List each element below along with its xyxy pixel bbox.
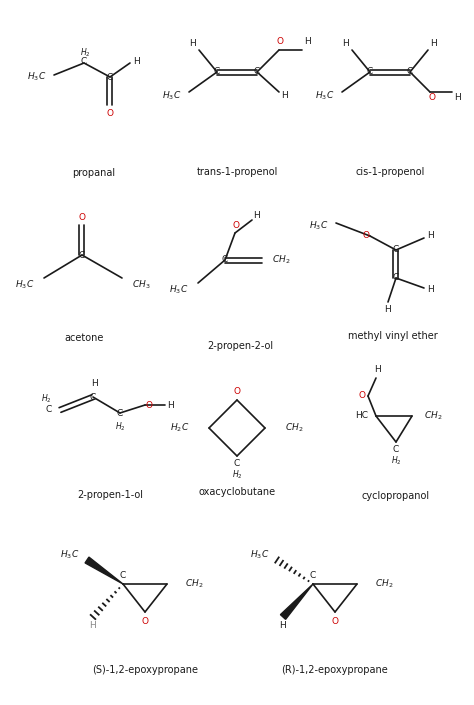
Text: H: H xyxy=(305,37,311,47)
Text: $H_2C$: $H_2C$ xyxy=(170,422,189,434)
Text: C: C xyxy=(393,245,399,255)
Text: cyclopropanol: cyclopropanol xyxy=(362,491,430,501)
Text: C: C xyxy=(367,68,373,77)
Text: (R)-1,2-epoxypropane: (R)-1,2-epoxypropane xyxy=(282,665,388,675)
Text: H: H xyxy=(91,379,99,388)
Text: H: H xyxy=(190,39,196,49)
Text: H: H xyxy=(430,39,438,49)
Text: O: O xyxy=(359,391,366,400)
Text: $CH_2$: $CH_2$ xyxy=(272,254,291,266)
Text: $H_2$: $H_2$ xyxy=(80,47,91,59)
Text: H: H xyxy=(455,92,461,102)
Text: cis-1-propenol: cis-1-propenol xyxy=(356,167,425,177)
Text: $CH_3$: $CH_3$ xyxy=(132,278,151,291)
Text: C: C xyxy=(79,250,85,259)
Text: (S)-1,2-epoxypropane: (S)-1,2-epoxypropane xyxy=(92,665,198,675)
Text: C: C xyxy=(117,408,123,417)
Text: $H_2$: $H_2$ xyxy=(391,455,401,467)
Text: propanal: propanal xyxy=(73,168,116,178)
Text: O: O xyxy=(234,388,240,396)
Text: O: O xyxy=(146,400,153,410)
Text: O: O xyxy=(363,231,370,240)
Text: O: O xyxy=(276,37,283,47)
Polygon shape xyxy=(281,584,313,620)
Text: acetone: acetone xyxy=(64,333,104,343)
Text: H: H xyxy=(90,622,96,630)
Text: 2-propen-2-ol: 2-propen-2-ol xyxy=(207,341,273,351)
Text: O: O xyxy=(79,212,85,221)
Text: C: C xyxy=(90,393,96,402)
Text: HC: HC xyxy=(355,412,368,420)
Text: H: H xyxy=(134,56,140,66)
Text: C: C xyxy=(407,68,413,77)
Text: C: C xyxy=(214,68,220,77)
Text: $H_3C$: $H_3C$ xyxy=(169,283,188,296)
Text: H: H xyxy=(168,400,174,410)
Text: H: H xyxy=(384,305,392,314)
Text: $H_3C$: $H_3C$ xyxy=(309,220,328,232)
Text: C: C xyxy=(120,570,126,580)
Text: O: O xyxy=(142,618,148,627)
Text: O: O xyxy=(233,221,239,231)
Text: 2-propen-1-ol: 2-propen-1-ol xyxy=(77,490,143,500)
Text: H: H xyxy=(282,92,288,101)
Text: $H_2$: $H_2$ xyxy=(41,393,51,405)
Text: $H_3C$: $H_3C$ xyxy=(315,90,334,102)
Text: methyl vinyl ether: methyl vinyl ether xyxy=(348,331,438,341)
Text: H: H xyxy=(428,231,434,240)
Text: H: H xyxy=(374,365,382,374)
Text: C: C xyxy=(393,274,399,283)
Text: $CH_2$: $CH_2$ xyxy=(285,422,303,434)
Text: $H_3C$: $H_3C$ xyxy=(60,548,79,561)
Text: $H_3C$: $H_3C$ xyxy=(27,70,46,83)
Text: H: H xyxy=(428,286,434,295)
Text: C: C xyxy=(222,255,228,264)
Text: O: O xyxy=(331,618,338,627)
Text: H: H xyxy=(343,39,349,49)
Text: O: O xyxy=(107,109,113,118)
Text: H: H xyxy=(254,212,260,221)
Text: $H_3C$: $H_3C$ xyxy=(162,90,181,102)
Text: $H_3C$: $H_3C$ xyxy=(15,278,34,291)
Text: O: O xyxy=(428,92,436,102)
Text: C: C xyxy=(107,73,113,82)
Text: C: C xyxy=(81,58,87,66)
Text: H: H xyxy=(280,622,286,630)
Text: $CH_2$: $CH_2$ xyxy=(424,410,442,422)
Text: trans-1-propenol: trans-1-propenol xyxy=(196,167,278,177)
Text: C: C xyxy=(46,405,52,415)
Text: C: C xyxy=(234,460,240,469)
Text: C: C xyxy=(254,68,260,77)
Text: $H_3C$: $H_3C$ xyxy=(250,548,269,561)
Text: C: C xyxy=(393,446,399,455)
Text: $CH_2$: $CH_2$ xyxy=(185,578,203,590)
Text: $H_2$: $H_2$ xyxy=(115,421,125,434)
Text: $H_2$: $H_2$ xyxy=(232,469,242,482)
Polygon shape xyxy=(85,557,123,584)
Text: oxacyclobutane: oxacyclobutane xyxy=(199,487,275,497)
Text: $CH_2$: $CH_2$ xyxy=(375,578,393,590)
Text: C: C xyxy=(310,570,316,580)
